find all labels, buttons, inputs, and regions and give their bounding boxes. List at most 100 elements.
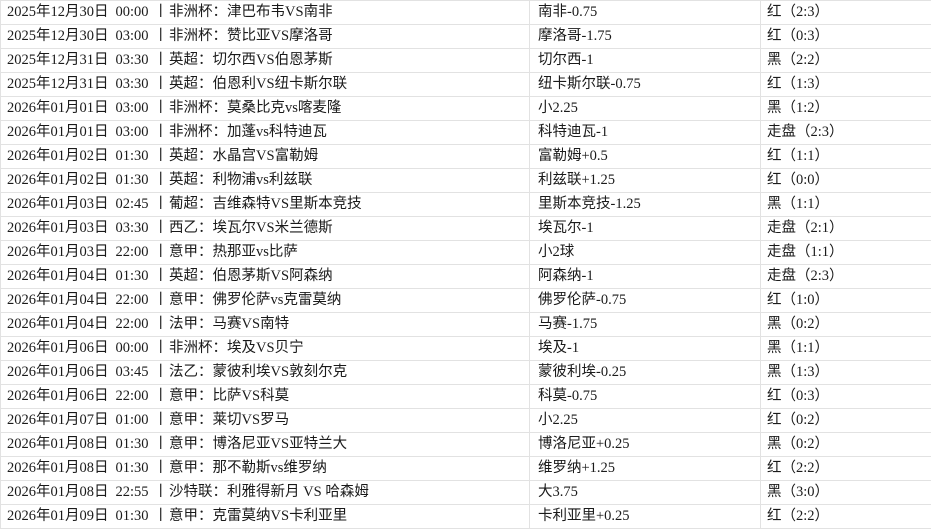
match-league: 非洲杯： — [169, 340, 228, 356]
match-separator: 丨 — [153, 172, 169, 188]
result-cell: 黑（1:1） — [760, 192, 931, 217]
table-row[interactable]: 2026年01月04日 22:00 丨法甲：马赛VS南特 马赛-1.75 黑（0:2） — [0, 312, 931, 337]
table-row[interactable]: 2026年01月01日 03:00 丨非洲杯：加蓬vs科特迪瓦 科特迪瓦-1 走盘（2:… — [0, 120, 931, 145]
handicap-line-cell: 蒙彼利埃-0.25 — [529, 360, 761, 385]
result-cell: 黑（2:2） — [760, 48, 931, 73]
result-cell: 走盘（2:3） — [760, 120, 931, 145]
match-time: 22:00 — [115, 292, 149, 308]
match-league: 非洲杯： — [169, 28, 228, 44]
handicap-line-cell: 科特迪瓦-1 — [529, 120, 761, 145]
handicap-line-cell: 马赛-1.75 — [529, 312, 761, 337]
match-teams: 伯恩茅斯VS阿森纳 — [212, 268, 333, 284]
match-cell: 2026年01月06日 22:00 丨意甲：比萨VS科莫 — [0, 384, 530, 409]
table-row[interactable]: 2026年01月03日 22:00 丨意甲：热那亚vs比萨 小2球 走盘（1:1） — [0, 240, 931, 265]
table-row[interactable]: 2026年01月02日 01:30 丨英超：利物浦vs利兹联 利兹联+1.25 红（0:… — [0, 168, 931, 193]
table-row[interactable]: 2025年12月30日 00:00 丨非洲杯：津巴布韦VS南非 南非-0.75 红（2:… — [0, 0, 931, 25]
match-league: 英超： — [169, 52, 213, 68]
match-time: 01:30 — [115, 436, 149, 452]
result-cell: 红（2:2） — [760, 504, 931, 529]
match-teams: 津巴布韦VS南非 — [227, 4, 333, 20]
match-time: 03:00 — [115, 124, 149, 140]
handicap-line-cell: 利兹联+1.25 — [529, 168, 761, 193]
match-teams: 吉维森特VS里斯本竞技 — [212, 196, 362, 212]
match-cell: 2026年01月09日 01:30 丨意甲：克雷莫纳VS卡利亚里 — [0, 504, 530, 529]
match-cell: 2026年01月04日 22:00 丨意甲：佛罗伦萨vs克雷莫纳 — [0, 288, 530, 313]
table-row[interactable]: 2026年01月07日 01:00 丨意甲：莱切VS罗马 小2.25 红（0:2） — [0, 408, 931, 433]
match-date: 2026年01月03日 — [7, 244, 109, 260]
match-teams: 马赛VS南特 — [212, 316, 290, 332]
result-cell: 黑（1:3） — [760, 360, 931, 385]
table-row[interactable]: 2026年01月03日 03:30 丨西乙：埃瓦尔VS米兰德斯 埃瓦尔-1 走盘（2:1… — [0, 216, 931, 241]
match-teams: 克雷莫纳VS卡利亚里 — [212, 508, 348, 524]
match-cell: 2026年01月06日 00:00 丨非洲杯：埃及VS贝宁 — [0, 336, 530, 361]
result-cell: 红（1:1） — [760, 144, 931, 169]
match-date: 2026年01月08日 — [7, 484, 109, 500]
match-league: 意甲： — [169, 244, 213, 260]
match-time: 03:00 — [115, 28, 149, 44]
table-row[interactable]: 2026年01月02日 01:30 丨英超：水晶宫VS富勒姆 富勒姆+0.5 红（1:1… — [0, 144, 931, 169]
table-row[interactable]: 2025年12月30日 03:00 丨非洲杯：赞比亚VS摩洛哥 摩洛哥-1.75 红（0… — [0, 24, 931, 49]
match-teams: 那不勒斯vs维罗纳 — [212, 460, 327, 476]
match-cell: 2026年01月02日 01:30 丨英超：利物浦vs利兹联 — [0, 168, 530, 193]
table-row[interactable]: 2026年01月09日 01:30 丨意甲：克雷莫纳VS卡利亚里 卡利亚里+0.25 红… — [0, 504, 931, 529]
match-separator: 丨 — [153, 244, 169, 260]
match-time: 22:00 — [115, 316, 149, 332]
match-date: 2026年01月04日 — [7, 316, 109, 332]
handicap-line-cell: 埃瓦尔-1 — [529, 216, 761, 241]
match-teams: 埃及VS贝宁 — [227, 340, 304, 356]
match-date: 2025年12月31日 — [7, 76, 109, 92]
table-row[interactable]: 2026年01月06日 03:45 丨法乙：蒙彼利埃VS敦刻尔克 蒙彼利埃-0.25 黑… — [0, 360, 931, 385]
match-separator: 丨 — [153, 388, 169, 404]
match-time: 03:30 — [115, 76, 149, 92]
match-cell: 2026年01月03日 22:00 丨意甲：热那亚vs比萨 — [0, 240, 530, 265]
match-separator: 丨 — [153, 460, 169, 476]
match-separator: 丨 — [153, 292, 169, 308]
match-date: 2025年12月30日 — [7, 4, 109, 20]
match-date: 2026年01月04日 — [7, 292, 109, 308]
table-row[interactable]: 2026年01月04日 22:00 丨意甲：佛罗伦萨vs克雷莫纳 佛罗伦萨-0.75 红… — [0, 288, 931, 313]
match-date: 2026年01月09日 — [7, 508, 109, 524]
table-row[interactable]: 2026年01月08日 22:55 丨沙特联：利雅得新月 VS 哈森姆 大3.75 黑（… — [0, 480, 931, 505]
table-row[interactable]: 2025年12月31日 03:30 丨英超：伯恩利VS纽卡斯尔联 纽卡斯尔联-0.75… — [0, 72, 931, 97]
match-separator: 丨 — [153, 28, 169, 44]
match-league: 意甲： — [169, 292, 213, 308]
handicap-line-cell: 佛罗伦萨-0.75 — [529, 288, 761, 313]
match-date: 2026年01月08日 — [7, 436, 109, 452]
result-cell: 红（2:2） — [760, 456, 931, 481]
match-date: 2025年12月30日 — [7, 28, 109, 44]
match-date: 2026年01月03日 — [7, 196, 109, 212]
match-date: 2026年01月02日 — [7, 172, 109, 188]
table-row[interactable]: 2026年01月01日 03:00 丨非洲杯：莫桑比克vs喀麦隆 小2.25 黑（1:2… — [0, 96, 931, 121]
match-teams: 热那亚vs比萨 — [212, 244, 298, 260]
handicap-line-cell: 小2球 — [529, 240, 761, 265]
handicap-line-cell: 维罗纳+1.25 — [529, 456, 761, 481]
match-cell: 2026年01月02日 01:30 丨英超：水晶宫VS富勒姆 — [0, 144, 530, 169]
result-cell: 红（2:3） — [760, 0, 931, 25]
table-row[interactable]: 2026年01月06日 22:00 丨意甲：比萨VS科莫 科莫-0.75 红（0:3） — [0, 384, 931, 409]
handicap-line-cell: 小2.25 — [529, 96, 761, 121]
table-row[interactable]: 2026年01月08日 01:30 丨意甲：那不勒斯vs维罗纳 维罗纳+1.25 红（2… — [0, 456, 931, 481]
match-time: 22:00 — [115, 388, 149, 404]
match-separator: 丨 — [153, 340, 169, 356]
match-separator: 丨 — [153, 124, 169, 140]
result-cell: 走盘（2:3） — [760, 264, 931, 289]
handicap-line-cell: 博洛尼亚+0.25 — [529, 432, 761, 457]
match-teams: 佛罗伦萨vs克雷莫纳 — [212, 292, 342, 308]
table-row[interactable]: 2026年01月08日 01:30 丨意甲：博洛尼亚VS亚特兰大 博洛尼亚+0.25 黑… — [0, 432, 931, 457]
match-cell: 2025年12月30日 00:00 丨非洲杯：津巴布韦VS南非 — [0, 0, 530, 25]
match-teams: 赞比亚VS摩洛哥 — [227, 28, 333, 44]
handicap-line-cell: 富勒姆+0.5 — [529, 144, 761, 169]
table-row[interactable]: 2026年01月06日 00:00 丨非洲杯：埃及VS贝宁 埃及-1 黑（1:1） — [0, 336, 931, 361]
table-row[interactable]: 2025年12月31日 03:30 丨英超：切尔西VS伯恩茅斯 切尔西-1 黑（2:2） — [0, 48, 931, 73]
result-cell: 黑（1:1） — [760, 336, 931, 361]
match-league: 意甲： — [169, 412, 213, 428]
table-row[interactable]: 2026年01月04日 01:30 丨英超：伯恩茅斯VS阿森纳 阿森纳-1 走盘（2:3… — [0, 264, 931, 289]
result-cell: 黑（0:2） — [760, 432, 931, 457]
match-time: 22:00 — [115, 244, 149, 260]
match-time: 01:30 — [115, 460, 149, 476]
table-row[interactable]: 2026年01月03日 02:45 丨葡超：吉维森特VS里斯本竞技 里斯本竞技-1.2… — [0, 192, 931, 217]
match-cell: 2026年01月06日 03:45 丨法乙：蒙彼利埃VS敦刻尔克 — [0, 360, 530, 385]
match-date: 2026年01月07日 — [7, 412, 109, 428]
match-time: 22:55 — [115, 484, 149, 500]
